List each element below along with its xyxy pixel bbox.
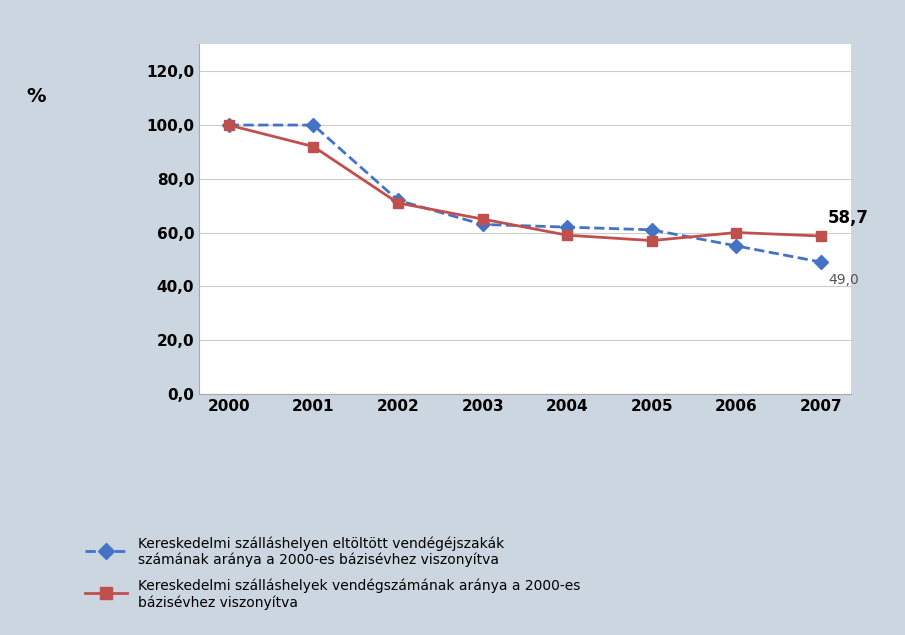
Text: 58,7: 58,7: [828, 208, 869, 227]
Text: 49,0: 49,0: [828, 272, 859, 286]
Text: %: %: [26, 88, 46, 106]
Legend: Kereskedelmi szálláshelyen eltöltött vendégéjszakák
számának aránya a 2000-es bá: Kereskedelmi szálláshelyen eltöltött ven…: [80, 530, 586, 615]
